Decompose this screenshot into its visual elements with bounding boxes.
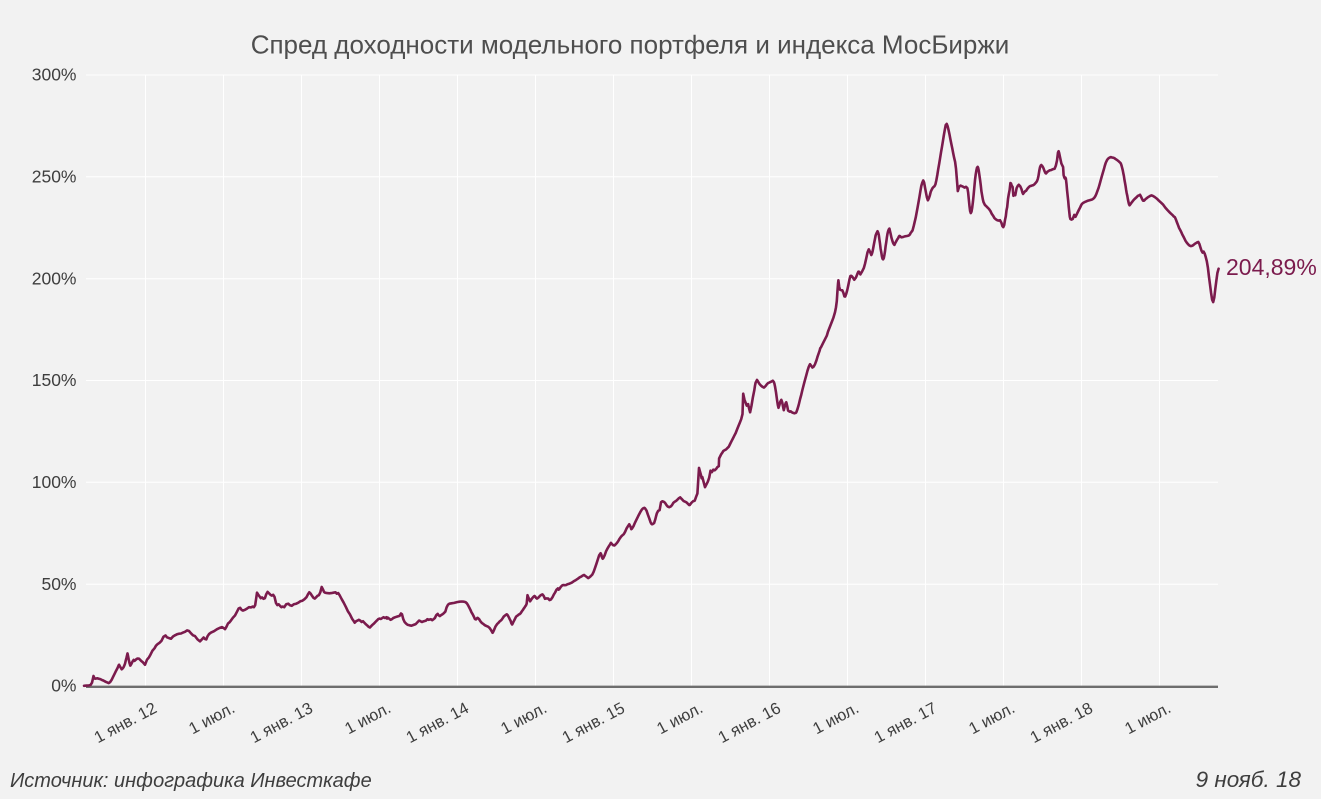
- svg-text:9 нояб. 18: 9 нояб. 18: [1196, 767, 1302, 792]
- svg-text:150%: 150%: [32, 370, 77, 390]
- svg-text:300%: 300%: [32, 65, 77, 85]
- svg-text:Спред доходности модельного по: Спред доходности модельного портфеля и и…: [251, 30, 1010, 60]
- svg-text:0%: 0%: [51, 676, 76, 696]
- svg-text:200%: 200%: [32, 268, 77, 288]
- svg-text:50%: 50%: [41, 574, 76, 594]
- svg-text:Источник: инфографика Инвестка: Источник: инфографика Инвесткафе: [10, 770, 372, 792]
- svg-text:204,89%: 204,89%: [1226, 254, 1317, 280]
- svg-text:250%: 250%: [32, 166, 77, 186]
- svg-text:100%: 100%: [32, 472, 77, 492]
